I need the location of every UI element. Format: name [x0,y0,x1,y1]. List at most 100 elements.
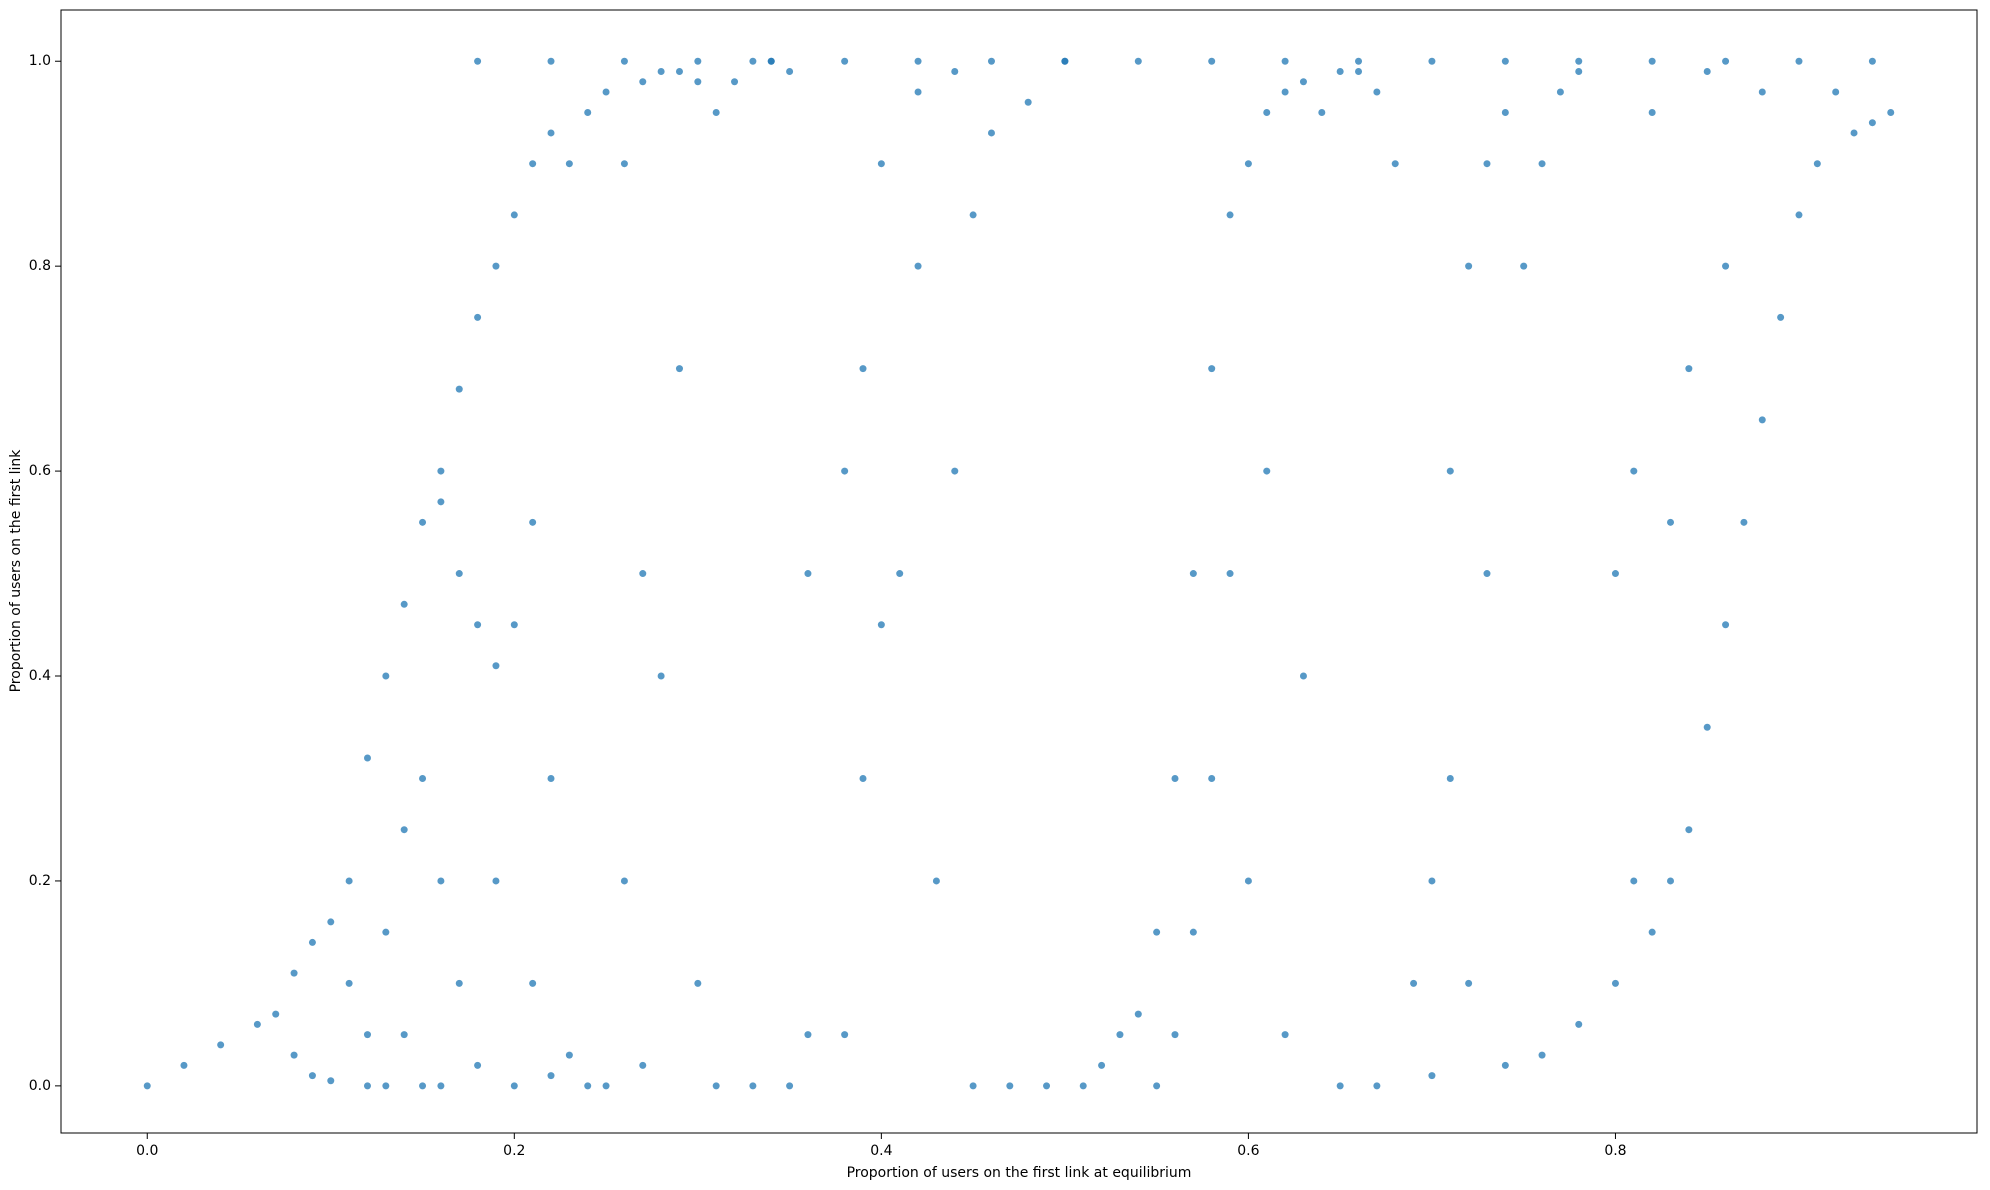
point [1263,108,1271,116]
point [969,1082,977,1090]
point [1355,67,1363,75]
point [1373,88,1381,96]
point [1630,877,1638,885]
point [1667,877,1675,885]
point [272,1010,280,1018]
point [180,1061,188,1069]
point [308,938,316,946]
point [529,518,537,526]
point [657,672,665,680]
point [1318,108,1326,116]
point [547,129,555,137]
point [1263,467,1271,475]
point [1611,570,1619,578]
point [786,1082,794,1090]
point [620,160,628,168]
point [694,78,702,86]
point [327,918,335,926]
point [1226,570,1234,578]
point [1575,67,1583,75]
point [1722,262,1730,270]
point [363,1031,371,1039]
point [510,1082,518,1090]
point [1703,723,1711,731]
point [675,67,683,75]
point [712,108,720,116]
point [1134,1010,1142,1018]
point [1648,928,1656,936]
point [786,67,794,75]
point [492,877,500,885]
point [474,57,482,65]
point [1758,416,1766,424]
point [1134,57,1142,65]
point [620,57,628,65]
point [602,1082,610,1090]
point [1501,1061,1509,1069]
point [1410,979,1418,987]
point [437,877,445,885]
point [877,621,885,629]
point [1116,1031,1124,1039]
point [859,365,867,373]
point [308,1072,316,1080]
point [510,621,518,629]
point [914,88,922,96]
point [859,774,867,782]
point [1648,108,1656,116]
point [400,1031,408,1039]
point [1098,1061,1106,1069]
y-tick-label: 1.0 [29,53,51,69]
x-tick-label: 0.8 [1604,1143,1626,1159]
point [474,1061,482,1069]
point [1281,88,1289,96]
point [1171,1031,1179,1039]
point [455,979,463,987]
point [1079,1082,1087,1090]
point [1483,570,1491,578]
point [1758,88,1766,96]
point [363,754,371,762]
point [1428,57,1436,65]
point [1501,57,1509,65]
point [1428,877,1436,885]
point [143,1082,151,1090]
point [382,928,390,936]
point [474,621,482,629]
plot-frame [60,9,1978,1134]
point [639,570,647,578]
point [932,877,940,885]
point [363,1082,371,1090]
point [1244,160,1252,168]
point [1556,88,1564,96]
point [1685,826,1693,834]
x-tick-label: 0.2 [503,1143,525,1159]
point [382,1082,390,1090]
point [1483,160,1491,168]
point [1428,1072,1436,1080]
point [602,88,610,96]
point [841,57,849,65]
point [1667,518,1675,526]
point [1153,1082,1161,1090]
point [547,774,555,782]
point [510,211,518,219]
point [345,877,353,885]
point [1832,88,1840,96]
y-tick-label: 0.0 [29,1078,51,1094]
point [951,467,959,475]
point [804,1031,812,1039]
x-tick-label: 0.6 [1237,1143,1259,1159]
point [841,1031,849,1039]
point [1795,211,1803,219]
point [1722,57,1730,65]
point [1355,57,1363,65]
point [1501,108,1509,116]
point [253,1020,261,1028]
point [841,467,849,475]
point [639,1061,647,1069]
point [1189,928,1197,936]
point [217,1041,225,1049]
point [675,365,683,373]
